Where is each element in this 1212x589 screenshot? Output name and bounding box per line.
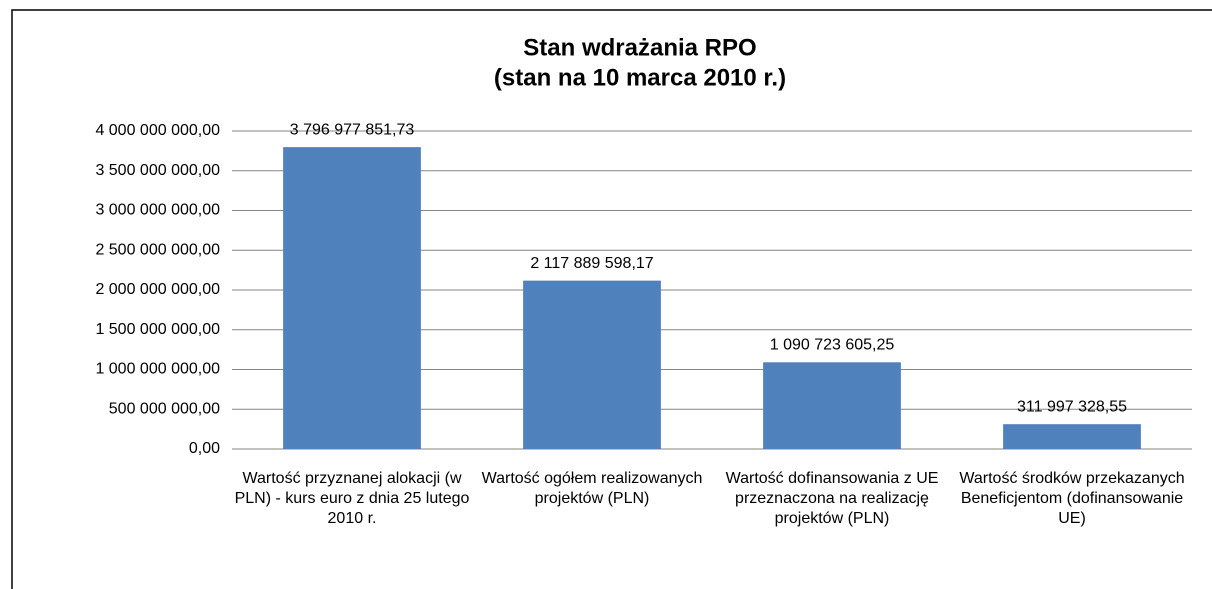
data-label: 3 796 977 851,73 <box>290 121 415 138</box>
y-tick-label: 4 000 000 000,00 <box>95 122 220 139</box>
data-label: 1 090 723 605,25 <box>770 337 895 354</box>
y-tick-label: 2 000 000 000,00 <box>95 281 220 298</box>
data-label: 2 117 889 598,17 <box>530 255 653 272</box>
y-tick-label: 3 000 000 000,00 <box>95 202 220 219</box>
x-tick-label: Wartość środków przekazanych Beneficjent… <box>959 470 1185 527</box>
y-tick-label: 1 500 000 000,00 <box>95 321 220 338</box>
y-tick-label: 0,00 <box>189 440 220 457</box>
data-label: 311 997 328,55 <box>1017 398 1127 415</box>
chart-title: Stan wdrażania RPO <box>523 34 756 61</box>
y-tick-label: 500 000 000,00 <box>109 400 220 417</box>
x-tick-label: Wartość dofinansowania z UE przeznaczona… <box>725 470 939 527</box>
frame <box>11 9 1212 589</box>
bar <box>763 362 901 449</box>
y-tick-label: 1 000 000 000,00 <box>95 361 220 378</box>
x-tick-label: Wartość przyznanej alokacji (w PLN) - ku… <box>234 470 470 527</box>
bar <box>523 280 661 449</box>
bar <box>1003 424 1141 449</box>
y-tick-label: 2 500 000 000,00 <box>95 241 220 258</box>
bar <box>283 147 421 449</box>
x-tick-label: Wartość ogółem realizowanych projektów (… <box>481 470 703 507</box>
chart-title: (stan na 10 marca 2010 r.) <box>494 64 786 91</box>
y-tick-label: 3 500 000 000,00 <box>95 162 220 179</box>
